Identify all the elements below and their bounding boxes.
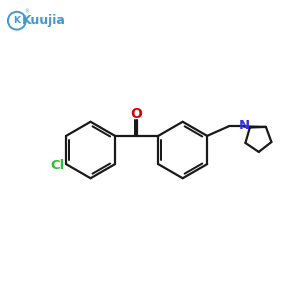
- Text: Kuujia: Kuujia: [22, 14, 66, 27]
- Text: ®: ®: [25, 9, 30, 14]
- Text: Cl: Cl: [51, 159, 65, 172]
- Text: K: K: [13, 16, 20, 25]
- Text: N: N: [238, 119, 250, 132]
- Text: O: O: [131, 107, 142, 121]
